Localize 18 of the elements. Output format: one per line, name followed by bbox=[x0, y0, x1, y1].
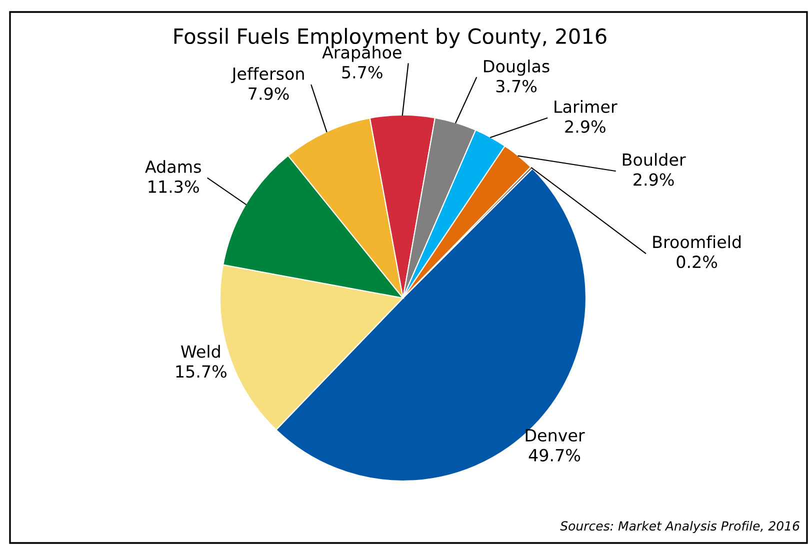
data-label: 15.7% bbox=[176, 365, 226, 378]
slice-label: Douglas bbox=[484, 60, 550, 76]
slice-label: Boulder bbox=[622, 153, 686, 166]
slice-label: Broomfield bbox=[653, 235, 741, 248]
data-label: 7.9% bbox=[248, 87, 289, 100]
slice-label: Weld bbox=[180, 344, 220, 358]
data-label: 0.2% bbox=[676, 256, 718, 268]
slice-label: Adams bbox=[145, 160, 201, 173]
source-note: Sources: Market Analysis Profile, 2016 bbox=[560, 520, 800, 534]
data-label: 2.9% bbox=[565, 120, 606, 133]
slice-label: Larimer bbox=[554, 100, 618, 113]
data-label: 5.7% bbox=[342, 66, 382, 79]
data-label: 49.7% bbox=[528, 448, 580, 462]
data-label: 2.9% bbox=[634, 173, 674, 186]
slice-label: Jefferson bbox=[230, 67, 304, 84]
slice-label: Denver bbox=[526, 429, 585, 442]
data-label: 3.7% bbox=[496, 80, 537, 92]
data-label: 11.3% bbox=[148, 180, 199, 193]
